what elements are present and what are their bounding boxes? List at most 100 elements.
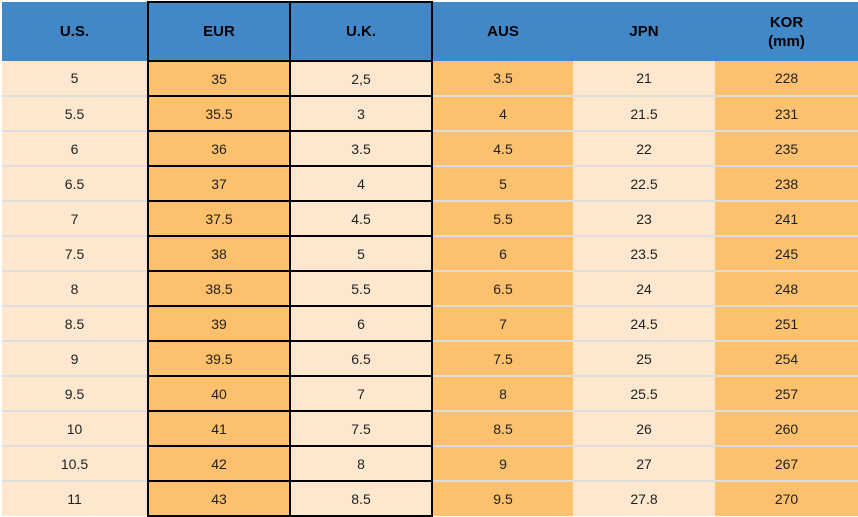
- table-cell-jpn: 21.5: [573, 95, 715, 131]
- table-cell-jpn: 27.8: [573, 480, 715, 516]
- table-cell-kor: 254: [715, 340, 858, 376]
- table-cell-aus: 7: [432, 305, 573, 341]
- table-cell-jpn: 23.5: [573, 235, 715, 271]
- table-cell-kor: 257: [715, 375, 858, 411]
- table-row: 10.5 42 8 9 27 267: [2, 445, 858, 481]
- column-header-eur: EUR: [147, 1, 291, 62]
- table-cell-eur: 39.5: [147, 340, 291, 376]
- table-cell-eur: 42: [147, 445, 291, 481]
- table-cell-us: 9.5: [2, 375, 148, 411]
- table-cell-jpn: 27: [573, 445, 715, 481]
- header-row: U.S. EUR U.K. AUS JPN KOR (mm): [2, 1, 858, 62]
- table-cell-uk: 8.5: [289, 480, 433, 517]
- table-cell-kor: 267: [715, 445, 858, 481]
- table-cell-us: 5.5: [2, 95, 148, 131]
- table-cell-uk: 4: [289, 165, 433, 201]
- table-cell-kor: 251: [715, 305, 858, 341]
- table-cell-kor: 238: [715, 165, 858, 201]
- table-cell-jpn: 26: [573, 410, 715, 446]
- column-header-uk: U.K.: [289, 1, 433, 62]
- table-cell-aus: 5.5: [432, 200, 573, 236]
- table-cell-aus: 9.5: [432, 480, 573, 516]
- table-row: 8.5 39 6 7 24.5 251: [2, 305, 858, 341]
- table-cell-us: 7: [2, 200, 148, 236]
- table-cell-aus: 6.5: [432, 270, 573, 306]
- table-cell-us: 7.5: [2, 235, 148, 271]
- table-header: U.S. EUR U.K. AUS JPN KOR (mm): [2, 1, 858, 62]
- table-cell-us: 8: [2, 270, 148, 306]
- table-row: 6 36 3.5 4.5 22 235: [2, 130, 858, 166]
- column-header-aus: AUS: [432, 2, 573, 61]
- table-cell-uk: 6.5: [289, 340, 433, 376]
- table-cell-eur: 35: [147, 60, 291, 96]
- table-cell-aus: 8.5: [432, 410, 573, 446]
- table-cell-eur: 37.5: [147, 200, 291, 236]
- table-row: 9.5 40 7 8 25.5 257: [2, 375, 858, 411]
- table-cell-us: 6: [2, 130, 148, 166]
- table-cell-aus: 8: [432, 375, 573, 411]
- table-cell-aus: 3.5: [432, 61, 573, 96]
- table-cell-uk: 4.5: [289, 200, 433, 236]
- table-row: 5 35 2,5 3.5 21 228: [2, 60, 858, 96]
- table-cell-kor: 228: [715, 61, 858, 96]
- table-cell-aus: 4.5: [432, 130, 573, 166]
- table-cell-kor: 235: [715, 130, 858, 166]
- table-cell-uk: 8: [289, 445, 433, 481]
- table-cell-aus: 7.5: [432, 340, 573, 376]
- kor-unit-label: (mm): [768, 32, 805, 50]
- table-row: 10 41 7.5 8.5 26 260: [2, 410, 858, 446]
- table-cell-kor: 241: [715, 200, 858, 236]
- table-cell-kor: 248: [715, 270, 858, 306]
- column-header-kor: KOR (mm): [715, 2, 858, 61]
- kor-label: KOR: [769, 13, 804, 31]
- table-cell-kor: 270: [715, 480, 858, 516]
- table-row: 11 43 8.5 9.5 27.8 270: [2, 480, 858, 517]
- table-cell-eur: 41: [147, 410, 291, 446]
- table-cell-jpn: 23: [573, 200, 715, 236]
- table-row: 5.5 35.5 3 4 21.5 231: [2, 95, 858, 131]
- table-cell-aus: 6: [432, 235, 573, 271]
- table-cell-jpn: 21: [573, 61, 715, 96]
- table-cell-jpn: 24: [573, 270, 715, 306]
- table-body: 5 35 2,5 3.5 21 228 5.5 35.5 3 4 21.5 231 6 36 3.5 4.5 2…: [2, 60, 858, 517]
- table-cell-us: 10: [2, 410, 148, 446]
- table-cell-jpn: 25.5: [573, 375, 715, 411]
- table-cell-eur: 37: [147, 165, 291, 201]
- table-cell-aus: 9: [432, 445, 573, 481]
- table-cell-eur: 40: [147, 375, 291, 411]
- table-row: 8 38.5 5.5 6.5 24 248: [2, 270, 858, 306]
- table-cell-jpn: 24.5: [573, 305, 715, 341]
- table-cell-eur: 38: [147, 235, 291, 271]
- table-cell-uk: 6: [289, 305, 433, 341]
- table-cell-jpn: 25: [573, 340, 715, 376]
- column-header-us: U.S.: [2, 2, 148, 61]
- table-cell-us: 9: [2, 340, 148, 376]
- table-cell-kor: 260: [715, 410, 858, 446]
- table-row: 6.5 37 4 5 22.5 238: [2, 165, 858, 201]
- table-cell-uk: 5: [289, 235, 433, 271]
- table-cell-eur: 38.5: [147, 270, 291, 306]
- table-cell-us: 8.5: [2, 305, 148, 341]
- table-cell-uk: 7.5: [289, 410, 433, 446]
- table-cell-us: 5: [2, 61, 148, 96]
- table-row: 9 39.5 6.5 7.5 25 254: [2, 340, 858, 376]
- table-cell-uk: 7: [289, 375, 433, 411]
- table-cell-jpn: 22: [573, 130, 715, 166]
- table-cell-aus: 4: [432, 95, 573, 131]
- table-cell-uk: 3.5: [289, 130, 433, 166]
- table-cell-eur: 43: [147, 480, 291, 517]
- table-cell-us: 6.5: [2, 165, 148, 201]
- table-row: 7 37.5 4.5 5.5 23 241: [2, 200, 858, 236]
- column-header-jpn: JPN: [573, 2, 715, 61]
- table-cell-us: 11: [2, 480, 148, 516]
- table-cell-jpn: 22.5: [573, 165, 715, 201]
- table-cell-eur: 35.5: [147, 95, 291, 131]
- table-cell-us: 10.5: [2, 445, 148, 481]
- table-cell-kor: 245: [715, 235, 858, 271]
- table-cell-uk: 3: [289, 95, 433, 131]
- table-cell-eur: 39: [147, 305, 291, 341]
- table-cell-aus: 5: [432, 165, 573, 201]
- table-cell-uk: 2,5: [289, 60, 433, 96]
